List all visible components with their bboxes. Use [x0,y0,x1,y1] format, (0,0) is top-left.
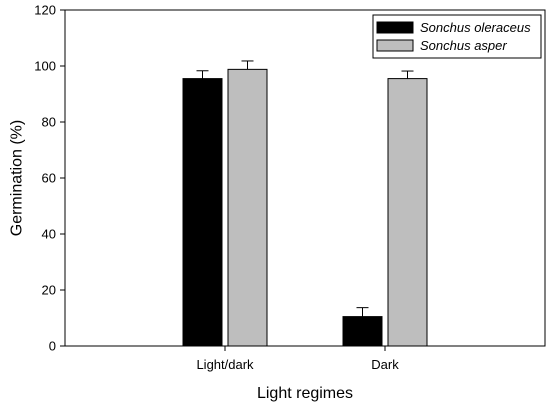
y-tick-label: 80 [42,115,56,130]
y-tick-label: 100 [34,59,56,74]
plot-area: 0 20 40 60 80 100 120 Light/dark Dark [34,3,546,372]
x-tick-label: Light/dark [196,357,254,372]
y-tick-label: 0 [49,339,56,354]
y-tick-label: 120 [34,3,56,18]
legend-label: Sonchus oleraceus [420,20,531,35]
y-tick-label: 60 [42,171,56,186]
bar [342,316,383,347]
bar [182,78,223,347]
y-tick-label: 20 [42,283,56,298]
y-tick-label: 40 [42,227,56,242]
legend-swatch [376,39,414,52]
legend-swatch [376,21,414,34]
x-tick-label: Dark [371,357,399,372]
plot-frame [64,9,546,347]
bar [387,78,428,347]
x-axis-title: Light regimes [257,385,353,402]
bar [227,68,268,347]
legend-label: Sonchus asper [420,38,507,53]
legend: Sonchus oleraceus Sonchus asper [372,14,542,59]
y-axis-title: Germination (%) [9,120,26,236]
